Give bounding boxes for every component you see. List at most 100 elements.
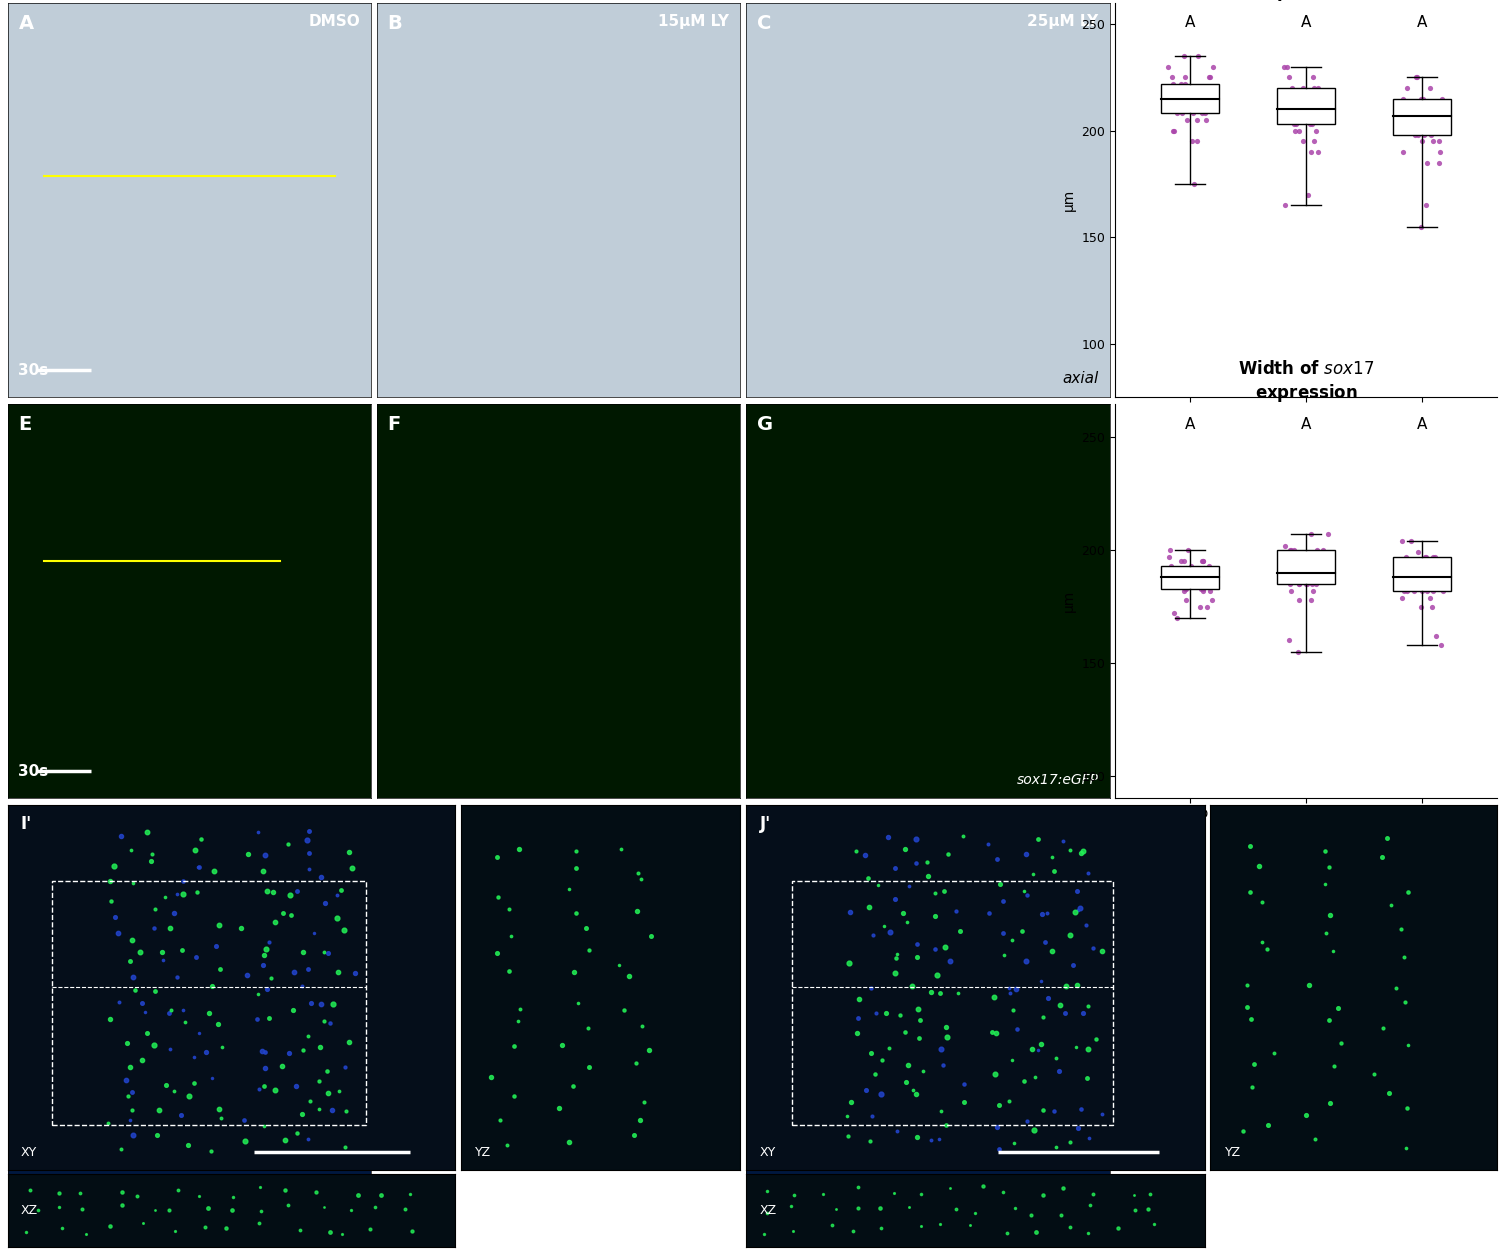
Point bbox=[1197, 556, 1221, 576]
Point bbox=[1176, 563, 1200, 583]
Point bbox=[1422, 132, 1446, 152]
Text: sox17:eGFP: sox17:eGFP bbox=[1017, 773, 1098, 787]
Bar bbox=[1276, 550, 1335, 584]
Point bbox=[1388, 99, 1411, 119]
Point bbox=[1180, 132, 1204, 152]
Point bbox=[1281, 563, 1305, 583]
Point bbox=[1178, 571, 1202, 591]
Point bbox=[1413, 195, 1437, 216]
Point bbox=[1156, 78, 1180, 98]
Polygon shape bbox=[746, 804, 1204, 1170]
Point bbox=[1200, 590, 1224, 610]
Point bbox=[1276, 105, 1300, 125]
Point bbox=[1410, 132, 1434, 152]
Point bbox=[1191, 579, 1215, 599]
Text: XZ: XZ bbox=[21, 1204, 38, 1217]
Point bbox=[1298, 551, 1322, 571]
Point bbox=[1196, 596, 1219, 616]
Point bbox=[1404, 574, 1428, 594]
Text: 22s: 22s bbox=[18, 1209, 50, 1224]
Point bbox=[1179, 556, 1203, 576]
Point bbox=[1419, 125, 1443, 145]
Point bbox=[1188, 99, 1212, 119]
Point bbox=[1180, 104, 1204, 124]
Point bbox=[1401, 99, 1425, 119]
Point bbox=[1281, 114, 1305, 134]
Point bbox=[1412, 125, 1436, 145]
Point bbox=[1426, 569, 1450, 589]
Point bbox=[1302, 580, 1326, 600]
Text: 30s: 30s bbox=[18, 362, 48, 377]
Point bbox=[1182, 174, 1206, 194]
Point bbox=[1431, 104, 1455, 124]
Point bbox=[1302, 78, 1326, 98]
Point bbox=[1296, 184, 1320, 204]
Point bbox=[1192, 104, 1216, 124]
Point bbox=[1272, 84, 1296, 104]
Point bbox=[1272, 56, 1296, 76]
Text: YZ: YZ bbox=[474, 1146, 490, 1159]
Point bbox=[1272, 195, 1296, 216]
Point bbox=[1168, 551, 1192, 571]
Point bbox=[1186, 46, 1210, 66]
Point bbox=[1413, 104, 1437, 124]
Point bbox=[1190, 568, 1214, 588]
Point bbox=[1392, 89, 1416, 109]
Point bbox=[1296, 105, 1320, 125]
Point bbox=[1407, 95, 1431, 115]
Point bbox=[1407, 563, 1431, 583]
Point bbox=[1288, 93, 1312, 113]
Text: B: B bbox=[387, 14, 402, 34]
Point bbox=[1156, 563, 1180, 583]
Point bbox=[1276, 630, 1300, 650]
Point bbox=[1191, 104, 1215, 124]
Point bbox=[1406, 558, 1429, 578]
Text: YZ: YZ bbox=[1224, 1146, 1240, 1159]
Point bbox=[1287, 590, 1311, 610]
Point bbox=[1161, 120, 1185, 140]
Point bbox=[1280, 565, 1304, 585]
Title: Width of $\bf{\it{axial}}$
$\bf{expression}$: Width of $\bf{\it{axial}}$ $\bf{expressi… bbox=[1242, 0, 1370, 3]
Bar bbox=[1276, 88, 1335, 124]
Point bbox=[1426, 117, 1450, 137]
Point bbox=[1400, 531, 1423, 551]
Point bbox=[1173, 590, 1197, 610]
Point bbox=[1298, 114, 1322, 134]
Bar bbox=[792, 881, 1113, 1124]
Point bbox=[1388, 120, 1411, 140]
Point bbox=[1293, 84, 1317, 104]
Text: E: E bbox=[18, 415, 32, 435]
Point bbox=[1431, 89, 1455, 109]
Point bbox=[1280, 580, 1304, 600]
Point bbox=[1274, 93, 1298, 113]
Point bbox=[1173, 558, 1197, 578]
Point bbox=[1194, 568, 1218, 588]
Point bbox=[1161, 74, 1185, 94]
Point bbox=[1196, 568, 1219, 588]
Point bbox=[1305, 556, 1329, 576]
Point bbox=[1304, 551, 1328, 571]
Text: I: I bbox=[18, 818, 26, 837]
Point bbox=[1305, 556, 1329, 576]
Point bbox=[1424, 546, 1448, 566]
Point bbox=[1414, 580, 1438, 600]
Point bbox=[1278, 574, 1302, 594]
Point bbox=[1167, 78, 1191, 98]
Point bbox=[1395, 580, 1419, 600]
Point bbox=[1422, 580, 1446, 600]
Bar bbox=[1161, 84, 1220, 114]
Text: XY: XY bbox=[21, 1146, 38, 1159]
Point bbox=[1430, 120, 1454, 140]
Point bbox=[1395, 78, 1419, 98]
Point bbox=[1298, 99, 1322, 119]
Point bbox=[1280, 89, 1304, 109]
Point bbox=[1404, 68, 1428, 88]
Point bbox=[1288, 99, 1312, 119]
Point bbox=[1299, 142, 1323, 162]
Point bbox=[1176, 99, 1200, 119]
Point bbox=[1300, 568, 1324, 588]
Text: A: A bbox=[1185, 417, 1196, 432]
Point bbox=[1424, 110, 1448, 130]
Point bbox=[1424, 626, 1448, 647]
Bar bbox=[1394, 99, 1450, 135]
